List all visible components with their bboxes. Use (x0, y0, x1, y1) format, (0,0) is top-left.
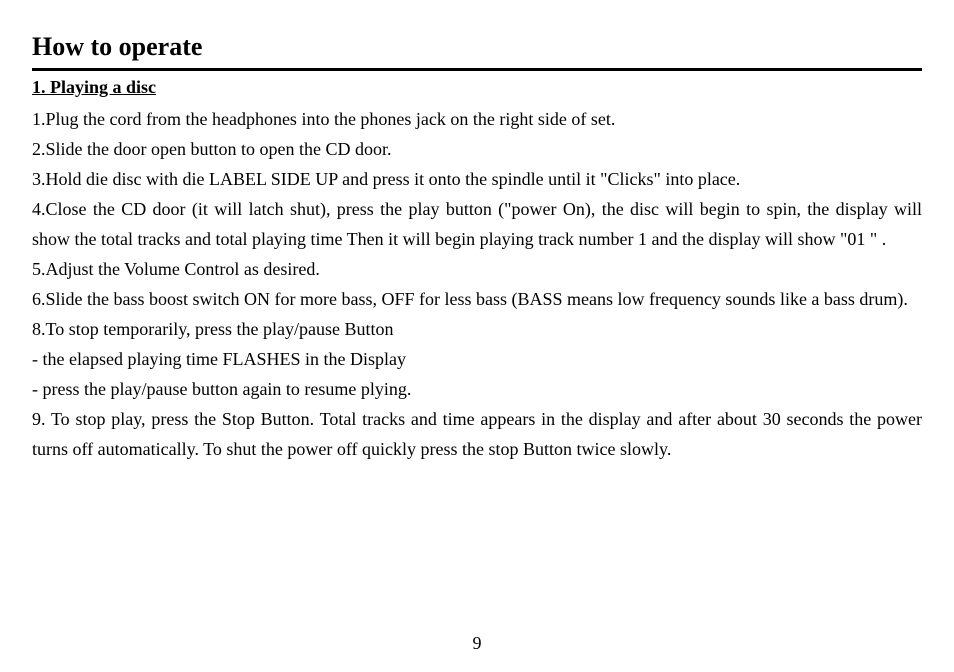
page-title: How to operate (32, 32, 922, 62)
instruction-line: 6.Slide the bass boost switch ON for mor… (32, 284, 922, 314)
instruction-line: 3.Hold die disc with die LABEL SIDE UP a… (32, 164, 922, 194)
instruction-line: 5.Adjust the Volume Control as desired. (32, 254, 922, 284)
page-number: 9 (0, 633, 954, 654)
instruction-line: 9. To stop play, press the Stop Button. … (32, 404, 922, 464)
instruction-line: - press the play/pause button again to r… (32, 374, 922, 404)
instruction-line: - the elapsed playing time FLASHES in th… (32, 344, 922, 374)
section-heading: 1. Playing a disc (32, 77, 922, 98)
instruction-line: 4.Close the CD door (it will latch shut)… (32, 194, 922, 254)
instruction-line: 1.Plug the cord from the headphones into… (32, 104, 922, 134)
manual-page: How to operate 1. Playing a disc 1.Plug … (0, 0, 954, 672)
instruction-body: 1.Plug the cord from the headphones into… (32, 104, 922, 464)
title-rule (32, 68, 922, 71)
instruction-line: 2.Slide the door open button to open the… (32, 134, 922, 164)
instruction-line: 8.To stop temporarily, press the play/pa… (32, 314, 922, 344)
